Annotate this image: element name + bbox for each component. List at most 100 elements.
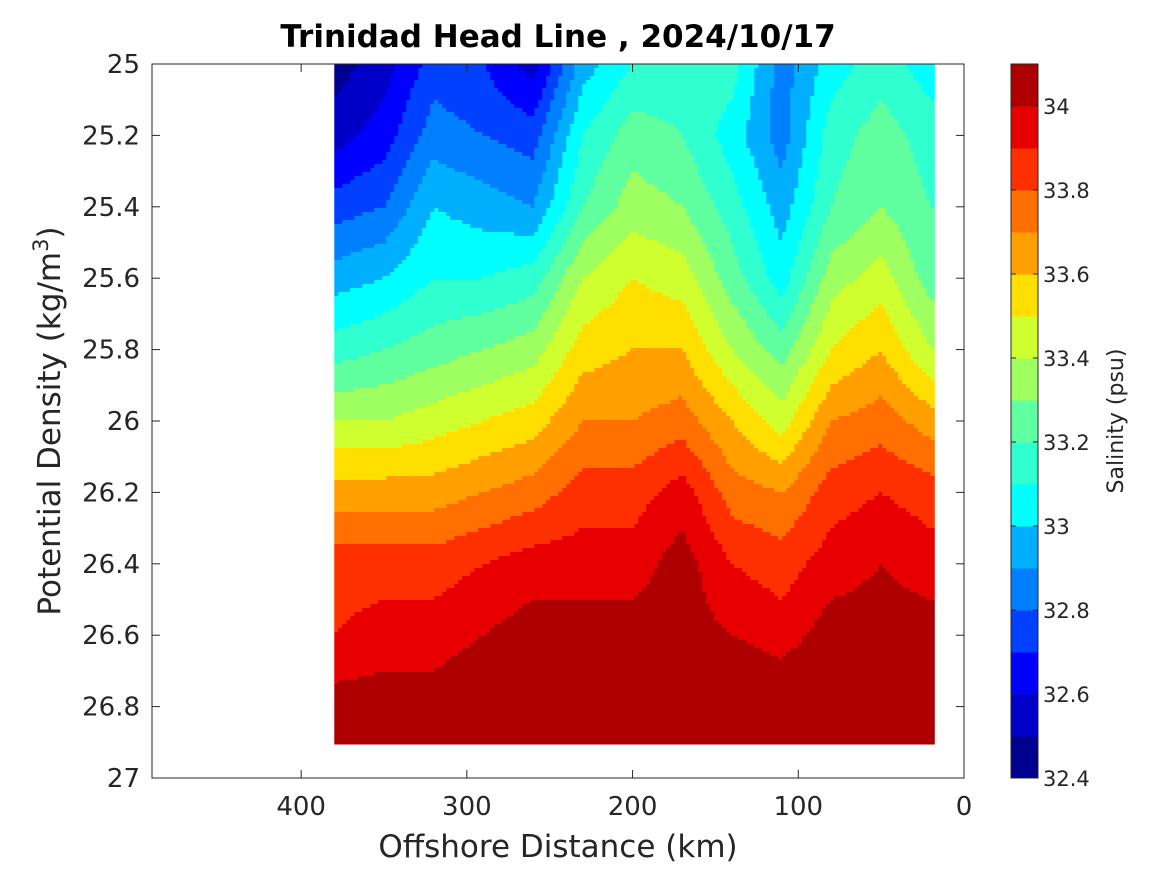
- contour-cell: [426, 176, 431, 181]
- contour-cell: [366, 256, 371, 261]
- contour-cell: [386, 108, 391, 113]
- contour-cell: [382, 420, 387, 425]
- contour-cell: [358, 532, 363, 537]
- contour-cell: [442, 740, 447, 745]
- contour-cell: [394, 76, 399, 81]
- contour-cell: [406, 364, 411, 369]
- contour-cell: [438, 660, 443, 665]
- contour-cell: [438, 108, 443, 113]
- contour-cell: [366, 412, 371, 417]
- contour-cell: [430, 684, 435, 689]
- contour-cell: [446, 656, 451, 661]
- contour-cell: [438, 464, 443, 469]
- contour-cell: [434, 652, 439, 657]
- contour-cell: [406, 388, 411, 393]
- contour-cell: [334, 444, 339, 449]
- contour-cell: [382, 148, 387, 153]
- contour-cell: [350, 124, 355, 129]
- contour-cell: [390, 620, 395, 625]
- contour-cell: [446, 184, 451, 189]
- contour-cell: [410, 292, 415, 297]
- contour-cell: [430, 584, 435, 589]
- contour-cell: [354, 384, 359, 389]
- contour-cell: [406, 476, 411, 481]
- contour-cell: [410, 260, 415, 265]
- contour-cell: [402, 592, 407, 597]
- contour-cell: [338, 360, 343, 365]
- contour-cell: [418, 592, 423, 597]
- contour-cell: [406, 368, 411, 373]
- contour-cell: [394, 544, 399, 549]
- contour-cell: [366, 72, 371, 77]
- contour-cell: [414, 728, 419, 733]
- contour-cell: [338, 372, 343, 377]
- contour-cell: [390, 228, 395, 233]
- contour-cell: [386, 624, 391, 629]
- contour-cell: [358, 108, 363, 113]
- contour-cell: [398, 352, 403, 357]
- contour-cell: [430, 576, 435, 581]
- contour-cell: [422, 692, 427, 697]
- contour-cell: [370, 124, 375, 129]
- contour-cell: [338, 672, 343, 677]
- contour-cell: [434, 332, 439, 337]
- contour-cell: [390, 180, 395, 185]
- contour-cell: [414, 400, 419, 405]
- contour-cell: [394, 356, 399, 361]
- contour-cell: [346, 652, 351, 657]
- contour-cell: [430, 452, 435, 457]
- contour-cell: [434, 112, 439, 117]
- contour-cell: [334, 212, 339, 217]
- contour-cell: [382, 184, 387, 189]
- contour-cell: [334, 456, 339, 461]
- contour-cell: [394, 564, 399, 569]
- contour-cell: [422, 176, 427, 181]
- contour-cell: [422, 484, 427, 489]
- contour-cell: [398, 620, 403, 625]
- contour-cell: [370, 172, 375, 177]
- contour-cell: [378, 380, 383, 385]
- contour-cell: [378, 268, 383, 273]
- contour-cell: [430, 728, 435, 733]
- contour-cell: [426, 628, 431, 633]
- contour-cell: [338, 240, 343, 245]
- contour-cell: [402, 716, 407, 721]
- contour-cell: [446, 452, 451, 457]
- contour-cell: [386, 240, 391, 245]
- contour-cell: [350, 384, 355, 389]
- contour-cell: [346, 556, 351, 561]
- contour-cell: [342, 256, 347, 261]
- contour-cell: [446, 484, 451, 489]
- contour-cell: [386, 452, 391, 457]
- contour-cell: [398, 692, 403, 697]
- contour-cell: [346, 216, 351, 221]
- contour-cell: [414, 696, 419, 701]
- contour-cell: [366, 700, 371, 705]
- contour-cell: [350, 544, 355, 549]
- contour-cell: [410, 500, 415, 505]
- contour-cell: [334, 736, 339, 741]
- contour-cell: [386, 64, 391, 69]
- contour-cell: [446, 172, 451, 177]
- contour-cell: [370, 576, 375, 581]
- contour-cell: [354, 672, 359, 677]
- contour-cell: [414, 552, 419, 557]
- contour-cell: [358, 428, 363, 433]
- contour-cell: [398, 732, 403, 737]
- contour-cell: [418, 636, 423, 641]
- contour-cell: [394, 668, 399, 673]
- contour-cell: [370, 444, 375, 449]
- contour-cell: [366, 632, 371, 637]
- contour-cell: [410, 412, 415, 417]
- contour-cell: [350, 360, 355, 365]
- contour-cell: [438, 540, 443, 545]
- contour-cell: [358, 188, 363, 193]
- contour-cell: [366, 280, 371, 285]
- contour-cell: [378, 460, 383, 465]
- contour-cell: [446, 256, 451, 261]
- contour-cell: [422, 68, 427, 73]
- contour-cell: [358, 572, 363, 577]
- contour-cell: [426, 304, 431, 309]
- contour-cell: [334, 500, 339, 505]
- contour-cell: [422, 492, 427, 497]
